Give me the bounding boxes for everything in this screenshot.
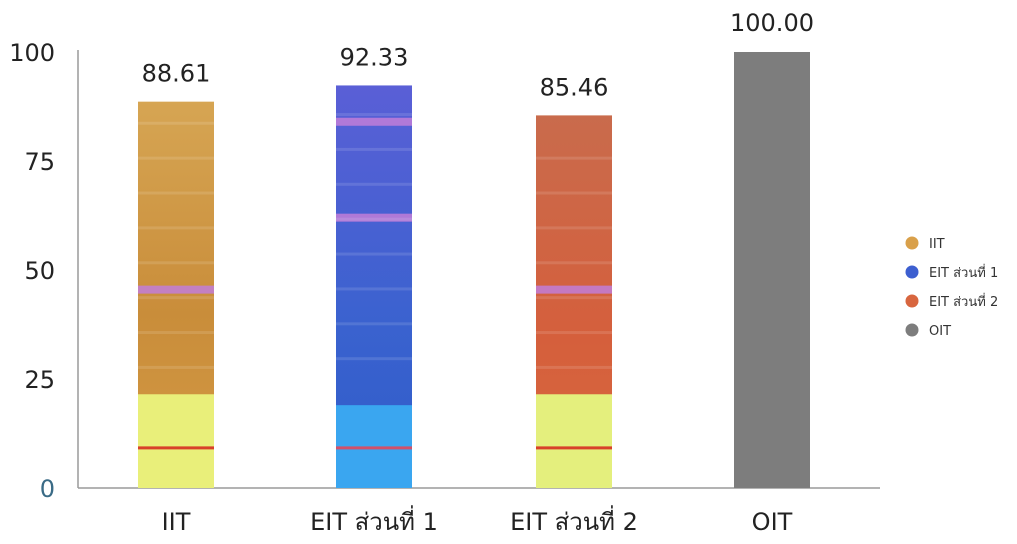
bar-marker-line	[336, 446, 412, 450]
bar-texture	[138, 191, 214, 195]
bar-marker-line	[536, 446, 612, 450]
legend-swatch	[905, 236, 919, 250]
bar	[734, 52, 810, 488]
bar	[536, 115, 612, 488]
bar-texture	[138, 226, 214, 230]
bar	[336, 85, 412, 489]
bar-texture	[138, 156, 214, 160]
bar-texture	[336, 287, 412, 291]
data-label: 92.33	[340, 43, 409, 71]
bar-stripe	[536, 285, 612, 294]
legend-swatch	[905, 294, 919, 308]
y-tick-label: 75	[24, 148, 55, 176]
bar-texture	[536, 191, 612, 195]
x-tick-label: EIT ส่วนที่ 2	[510, 505, 638, 536]
bar-texture	[336, 147, 412, 151]
legend-item: OIT	[905, 323, 951, 339]
bar-texture	[138, 261, 214, 265]
bar-texture	[536, 261, 612, 265]
legend-swatch	[905, 323, 919, 337]
bar-texture	[336, 357, 412, 361]
data-label: 88.61	[142, 60, 211, 88]
bar-texture	[336, 217, 412, 221]
bar-texture	[138, 296, 214, 300]
x-tick-label: IIT	[162, 508, 191, 536]
bar-lower-segment	[536, 394, 612, 488]
legend-swatch	[905, 265, 919, 279]
legend-label: IIT	[929, 237, 945, 252]
data-label: 100.00	[730, 9, 814, 37]
x-tick-label: OIT	[752, 508, 793, 536]
x-tick-label: EIT ส่วนที่ 1	[310, 505, 438, 536]
bar-texture	[138, 331, 214, 335]
legend-label: EIT ส่วนที่ 2	[929, 293, 998, 310]
bar-rect	[734, 52, 810, 488]
bar-stripe	[138, 285, 214, 294]
bar-texture	[536, 156, 612, 160]
bar-texture	[536, 365, 612, 369]
legend-item: EIT ส่วนที่ 2	[905, 293, 998, 310]
legend-label: OIT	[929, 324, 951, 339]
y-tick-label: 100	[9, 39, 55, 67]
bar-marker-line	[138, 446, 214, 450]
bar-texture	[336, 322, 412, 326]
bar-texture	[138, 121, 214, 125]
legend-item: EIT ส่วนที่ 1	[905, 264, 998, 281]
y-tick-label: 25	[24, 366, 55, 394]
bar-texture	[336, 113, 412, 117]
legend-item: IIT	[905, 236, 945, 252]
bar-texture	[138, 365, 214, 369]
bar-texture	[536, 296, 612, 300]
bar-texture	[336, 252, 412, 256]
bar-lower-segment	[138, 394, 214, 488]
data-label: 85.46	[540, 73, 609, 101]
bar-texture	[336, 182, 412, 186]
y-tick-label: 0	[40, 475, 55, 503]
bar	[138, 101, 214, 488]
legend-label: EIT ส่วนที่ 1	[929, 264, 998, 281]
legend: IIT EIT ส่วนที่ 1 EIT ส่วนที่ 2 OIT	[905, 236, 998, 339]
bar-stripe	[336, 213, 412, 222]
y-tick-label: 50	[24, 257, 55, 285]
bar-stripe	[336, 117, 412, 126]
bar-texture	[536, 226, 612, 230]
bar-texture	[536, 331, 612, 335]
